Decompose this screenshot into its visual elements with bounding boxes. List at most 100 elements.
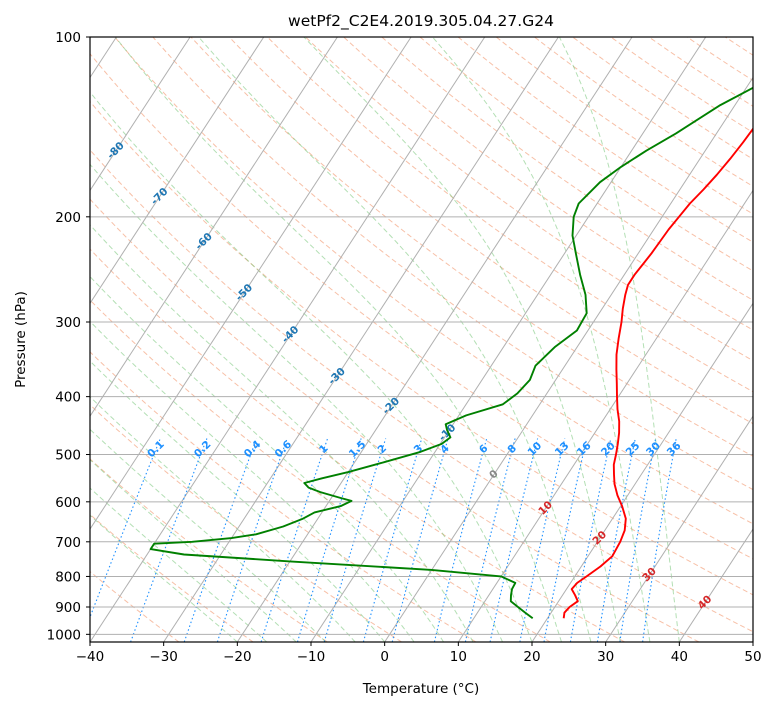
dry-adiabat-line xyxy=(90,248,625,642)
dry-adiabat-line xyxy=(90,404,402,642)
isotherm-line xyxy=(90,37,486,642)
dry-adiabat-line xyxy=(267,37,753,393)
moist-adiabat-line xyxy=(114,37,562,642)
y-tick-label: 300 xyxy=(55,315,81,331)
dry-adiabat-line xyxy=(457,37,753,243)
isotherm-line xyxy=(236,37,633,642)
isotherm-line xyxy=(90,37,412,531)
isotherm-line xyxy=(384,76,753,642)
x-tick-label: 50 xyxy=(744,649,761,665)
dry-adiabat-line xyxy=(90,100,753,596)
moist-adiabat-line xyxy=(90,396,356,642)
x-axis-label: Temperature (°C) xyxy=(362,681,480,697)
plot-frame xyxy=(89,36,754,643)
isotherm-label: -90 xyxy=(61,94,83,116)
isotherm-label: -30 xyxy=(326,365,348,387)
dry-adiabat-line xyxy=(90,198,700,642)
isotherm-label: 0 xyxy=(487,468,501,482)
y-tick-label: 100 xyxy=(55,30,81,46)
moist-adiabat-line xyxy=(90,428,327,642)
moist-adiabat-line xyxy=(303,37,621,642)
mixing-ratio-line xyxy=(130,438,208,642)
dry-adiabat-line xyxy=(90,351,477,642)
y-tick-label: 900 xyxy=(55,600,81,616)
moist-adiabat-line xyxy=(90,224,474,642)
isotherm-line xyxy=(310,37,707,642)
mixing-ratio-line xyxy=(619,438,657,642)
isotherm-line xyxy=(752,641,753,642)
mixing-ratio-line xyxy=(296,438,362,642)
isotherm-line xyxy=(678,528,753,642)
isotherm-label: -60 xyxy=(193,231,215,253)
dry-adiabat-line xyxy=(381,37,753,301)
mixing-ratio-line xyxy=(569,438,612,642)
y-axis-label: Pressure (hPa) xyxy=(13,291,29,388)
dry-adiabat-line xyxy=(343,37,753,331)
mixing-ratio-label: 30 xyxy=(644,440,663,459)
dewpoint-profile-line xyxy=(149,86,753,620)
dry-adiabat-line xyxy=(90,299,551,642)
dry-adiabat-line xyxy=(419,37,753,272)
moist-adiabat-line xyxy=(90,91,533,642)
y-axis-ticks: 100 200 300 400 500 600 700 800 900 1000 xyxy=(47,30,90,643)
moist-adiabat-line xyxy=(90,514,238,642)
mixing-ratio-line xyxy=(642,438,677,642)
x-tick-label: 20 xyxy=(523,649,540,665)
mixing-ratio-label: 25 xyxy=(624,440,643,459)
isotherm-label: -50 xyxy=(233,282,255,304)
isotherm-label: 40 xyxy=(696,593,715,612)
moist-adiabat-line xyxy=(90,360,386,642)
mixing-ratio-label: 36 xyxy=(665,440,684,459)
mixing-ratio-line xyxy=(519,438,566,642)
dry-adiabat-line xyxy=(90,52,753,560)
moist-adiabat-line xyxy=(90,275,445,642)
mixing-ratio-label: 0.6 xyxy=(273,438,295,460)
mixing-ratio-line xyxy=(323,438,387,642)
mixing-ratio-lines xyxy=(90,438,677,642)
x-tick-label: 40 xyxy=(671,649,688,665)
isotherm-line xyxy=(163,37,559,642)
x-tick-label: −10 xyxy=(297,649,326,665)
x-axis-ticks: −40 −30 −20 −10 0 10 20 30 40 50 xyxy=(76,642,762,665)
dry-adiabat-line xyxy=(90,149,753,633)
temperature-profile-line xyxy=(562,127,753,619)
isotherm-label: -80 xyxy=(105,140,127,162)
moist-adiabat-line xyxy=(558,37,680,642)
y-tick-label: 500 xyxy=(55,448,81,464)
isotherm-line xyxy=(531,302,753,642)
x-tick-label: −30 xyxy=(149,649,178,665)
dry-adiabat-line xyxy=(228,37,753,425)
isotherm-line xyxy=(90,37,338,418)
x-tick-label: 10 xyxy=(450,649,467,665)
mixing-ratio-line xyxy=(362,438,423,642)
mixing-ratio-line xyxy=(216,438,288,642)
y-tick-label: 200 xyxy=(55,210,81,226)
isotherms xyxy=(90,37,753,642)
mixing-ratio-label: 1.5 xyxy=(347,438,369,460)
x-tick-label: 0 xyxy=(380,649,389,665)
y-tick-label: 800 xyxy=(55,569,81,585)
mixing-ratio-label: 13 xyxy=(553,440,572,459)
isotherm-label: -100 xyxy=(16,43,43,70)
isotherm-line xyxy=(90,37,191,192)
dry-adiabat-line xyxy=(152,37,753,491)
moist-adiabat-line xyxy=(432,37,651,642)
moist-adiabat-line xyxy=(90,163,503,642)
isotherm-label: 30 xyxy=(640,565,659,584)
sounding-series xyxy=(149,86,753,620)
x-tick-label: −40 xyxy=(76,649,105,665)
dry-adiabat-line xyxy=(190,37,753,457)
mixing-ratio-line xyxy=(391,438,449,642)
dry-adiabat-line xyxy=(572,37,753,160)
isotherm-line xyxy=(90,37,265,305)
mixing-ratio-line xyxy=(90,438,161,619)
y-tick-label: 400 xyxy=(55,390,81,406)
plot-area: -100-90-80-70-60-50-40-30-20-10010203040… xyxy=(16,37,753,642)
moist-adiabat-line xyxy=(90,487,268,642)
isotherm-label: -70 xyxy=(149,186,171,208)
y-tick-label: 600 xyxy=(55,495,81,511)
dry-adiabat-line xyxy=(686,37,753,82)
moist-adiabat-line xyxy=(90,320,415,642)
isotherm-label: -20 xyxy=(380,395,402,417)
